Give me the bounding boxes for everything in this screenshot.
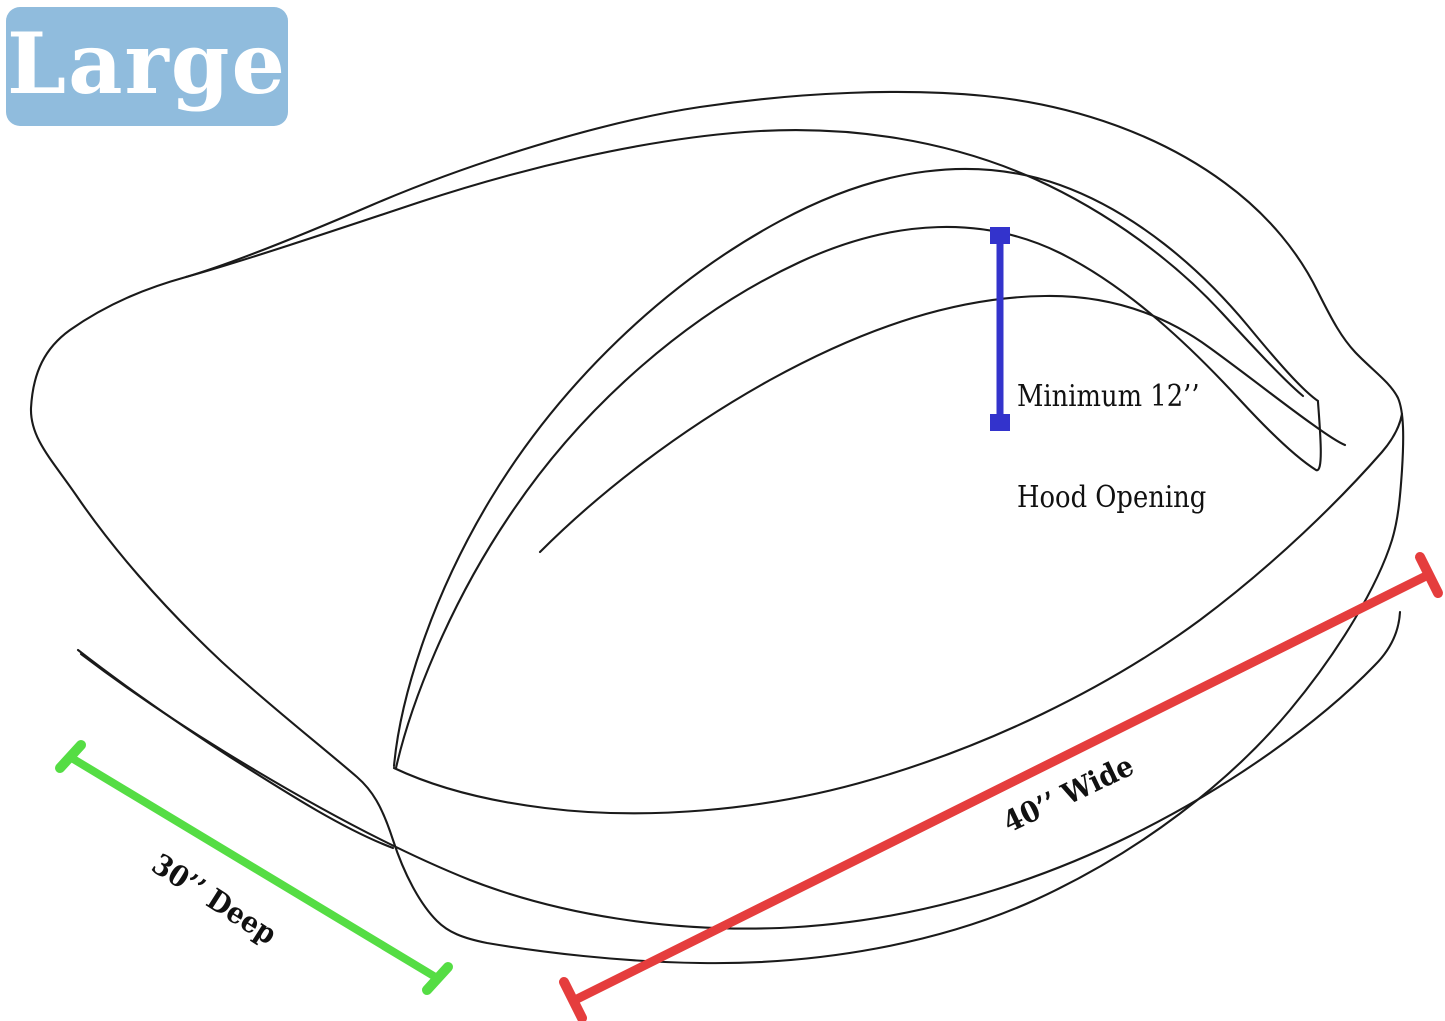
left-nose-seam [76,648,395,850]
body-lower-seam [79,610,1402,930]
cargo-box-outline [29,90,1405,965]
box-outer-shell [29,90,1405,965]
hood-opening-callout-line1: Minimum 12’’ [1017,379,1200,415]
depth-cap-left [55,740,86,773]
hood-opening-edge [538,294,1347,554]
width-cap-left [559,977,587,1021]
hood-opening-callout: Minimum 12’’ Hood Opening [1017,313,1206,582]
lid-seam-inner [394,225,1322,770]
lid-seam-mid [392,167,1320,768]
size-badge-label: Large [7,13,287,113]
width-cap-right [1415,552,1443,598]
width-line [570,570,1433,1005]
depth-line [66,753,441,982]
hood-opening-callout-line2: Hood Opening [1017,479,1207,515]
lid-seam-outer [184,129,1305,398]
depth-cap-right [422,962,453,995]
hood-opening-cap-top [990,227,1010,244]
hood-opening-cap-bottom [990,414,1010,431]
size-badge: Large [6,7,288,126]
depth-dimension [55,740,453,995]
hood-opening-dimension [990,227,1010,431]
width-dimension [559,552,1443,1021]
body-rim-front [392,412,1404,815]
